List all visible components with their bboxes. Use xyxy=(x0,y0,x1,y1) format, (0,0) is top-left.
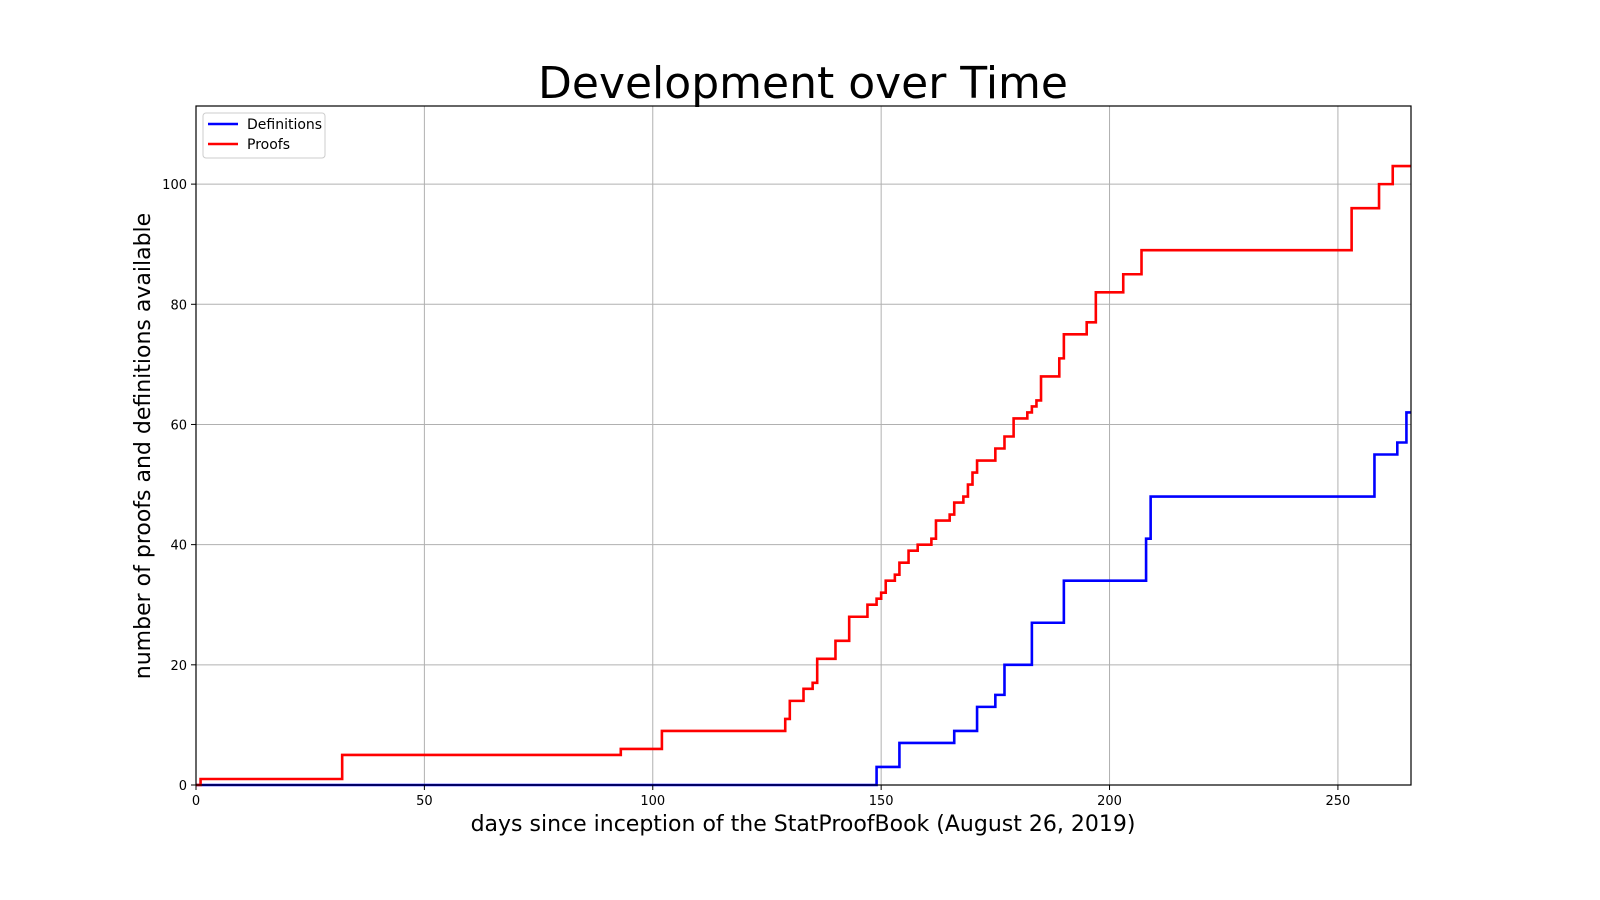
y-tick-label: 20 xyxy=(170,659,187,674)
x-tick-label: 100 xyxy=(640,794,665,809)
x-tick-label: 200 xyxy=(1097,794,1122,809)
y-tick-label: 0 xyxy=(179,779,187,794)
x-tick-label: 250 xyxy=(1326,794,1351,809)
series-line-definitions xyxy=(196,411,1411,787)
y-tick-label: 100 xyxy=(162,178,187,193)
legend: Definitions Proofs xyxy=(202,112,326,159)
x-tick-label: 50 xyxy=(416,794,433,809)
grid xyxy=(195,106,1411,786)
plot-frame xyxy=(195,105,1412,786)
y-tick-label: 60 xyxy=(170,418,187,433)
y-tick-label: 40 xyxy=(170,539,187,554)
y-tick-label: 80 xyxy=(170,298,187,313)
x-tick-label: 0 xyxy=(192,794,200,809)
ticks: 0 50 100 150 200 250 0 20 40 60 80 100 xyxy=(162,178,1350,809)
y-axis-label: number of proofs and definitions availab… xyxy=(131,213,156,679)
series-layer xyxy=(196,164,1411,787)
legend-label-definitions: Definitions xyxy=(247,117,322,133)
x-axis-label: days since inception of the StatProofBoo… xyxy=(471,812,1136,837)
series-line-proofs xyxy=(196,164,1411,787)
legend-label-proofs: Proofs xyxy=(247,137,290,153)
chart-title: Development over Time xyxy=(538,58,1068,109)
x-tick-label: 150 xyxy=(869,794,894,809)
